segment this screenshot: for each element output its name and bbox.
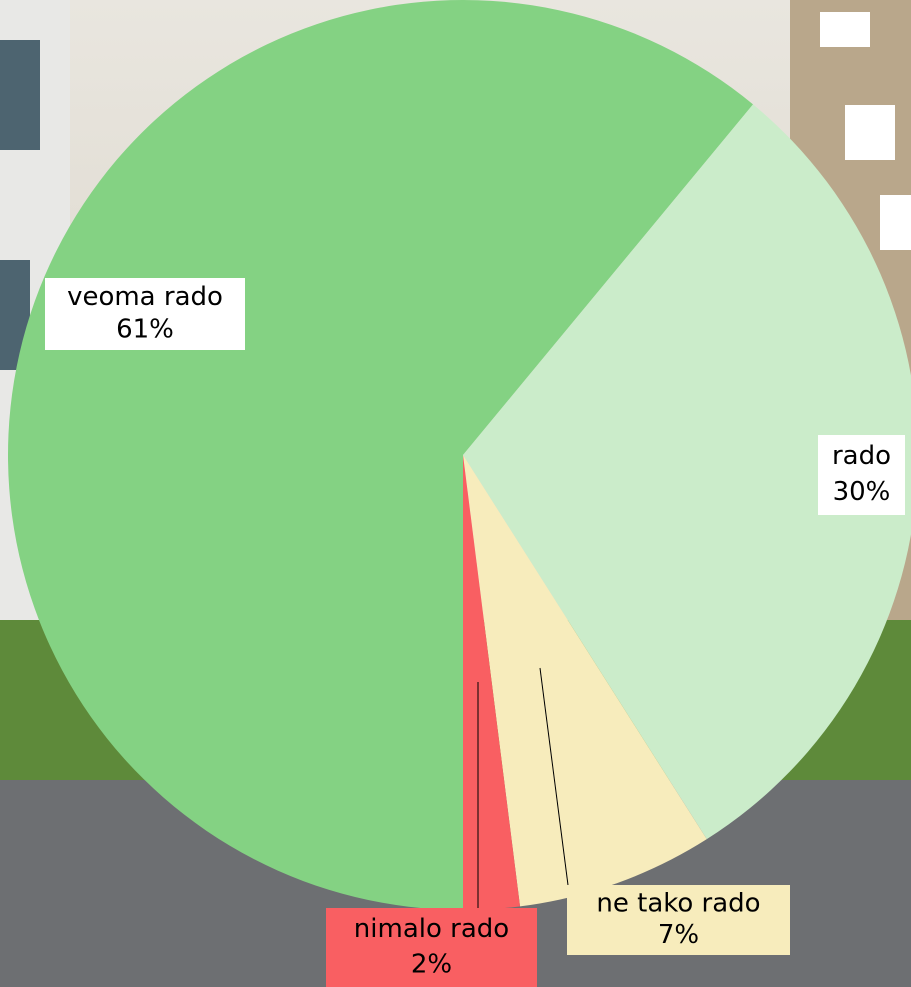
page: veoma rado61% rado 30% ne tako rado7% nimalo… (0, 0, 911, 987)
slice-label: rado (832, 441, 891, 471)
slice-label: veoma rado (67, 282, 223, 312)
slice-value-label: 61% (116, 314, 174, 344)
slice-label: ne tako rado (596, 888, 760, 918)
slice-value-label: 2% (411, 949, 452, 979)
slice-value-label: 30% (833, 477, 891, 507)
slice-label: nimalo rado (354, 914, 509, 944)
slice-value-label: 7% (658, 920, 699, 950)
chart: veoma rado61% rado 30% ne tako rado7% nimalo… (0, 0, 911, 987)
